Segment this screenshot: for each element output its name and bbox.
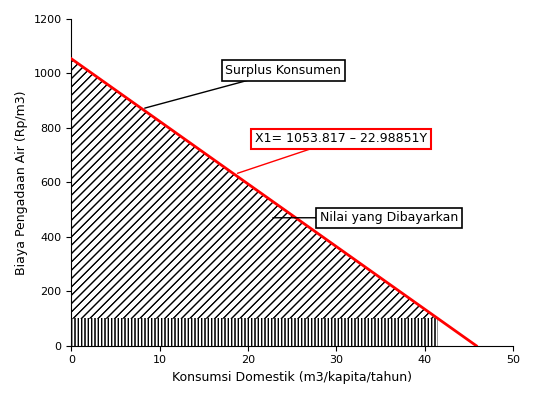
Polygon shape xyxy=(71,59,438,318)
Polygon shape xyxy=(71,318,438,346)
Text: Nilai yang Dibayarkan: Nilai yang Dibayarkan xyxy=(320,211,458,224)
Text: X1= 1053.817 – 22.98851Y: X1= 1053.817 – 22.98851Y xyxy=(255,132,427,145)
X-axis label: Konsumsi Domestik (m3/kapita/tahun): Konsumsi Domestik (m3/kapita/tahun) xyxy=(172,371,412,384)
Text: Surplus Konsumen: Surplus Konsumen xyxy=(225,64,341,77)
Y-axis label: Biaya Pengadaan Air (Rp/m3): Biaya Pengadaan Air (Rp/m3) xyxy=(15,90,28,275)
